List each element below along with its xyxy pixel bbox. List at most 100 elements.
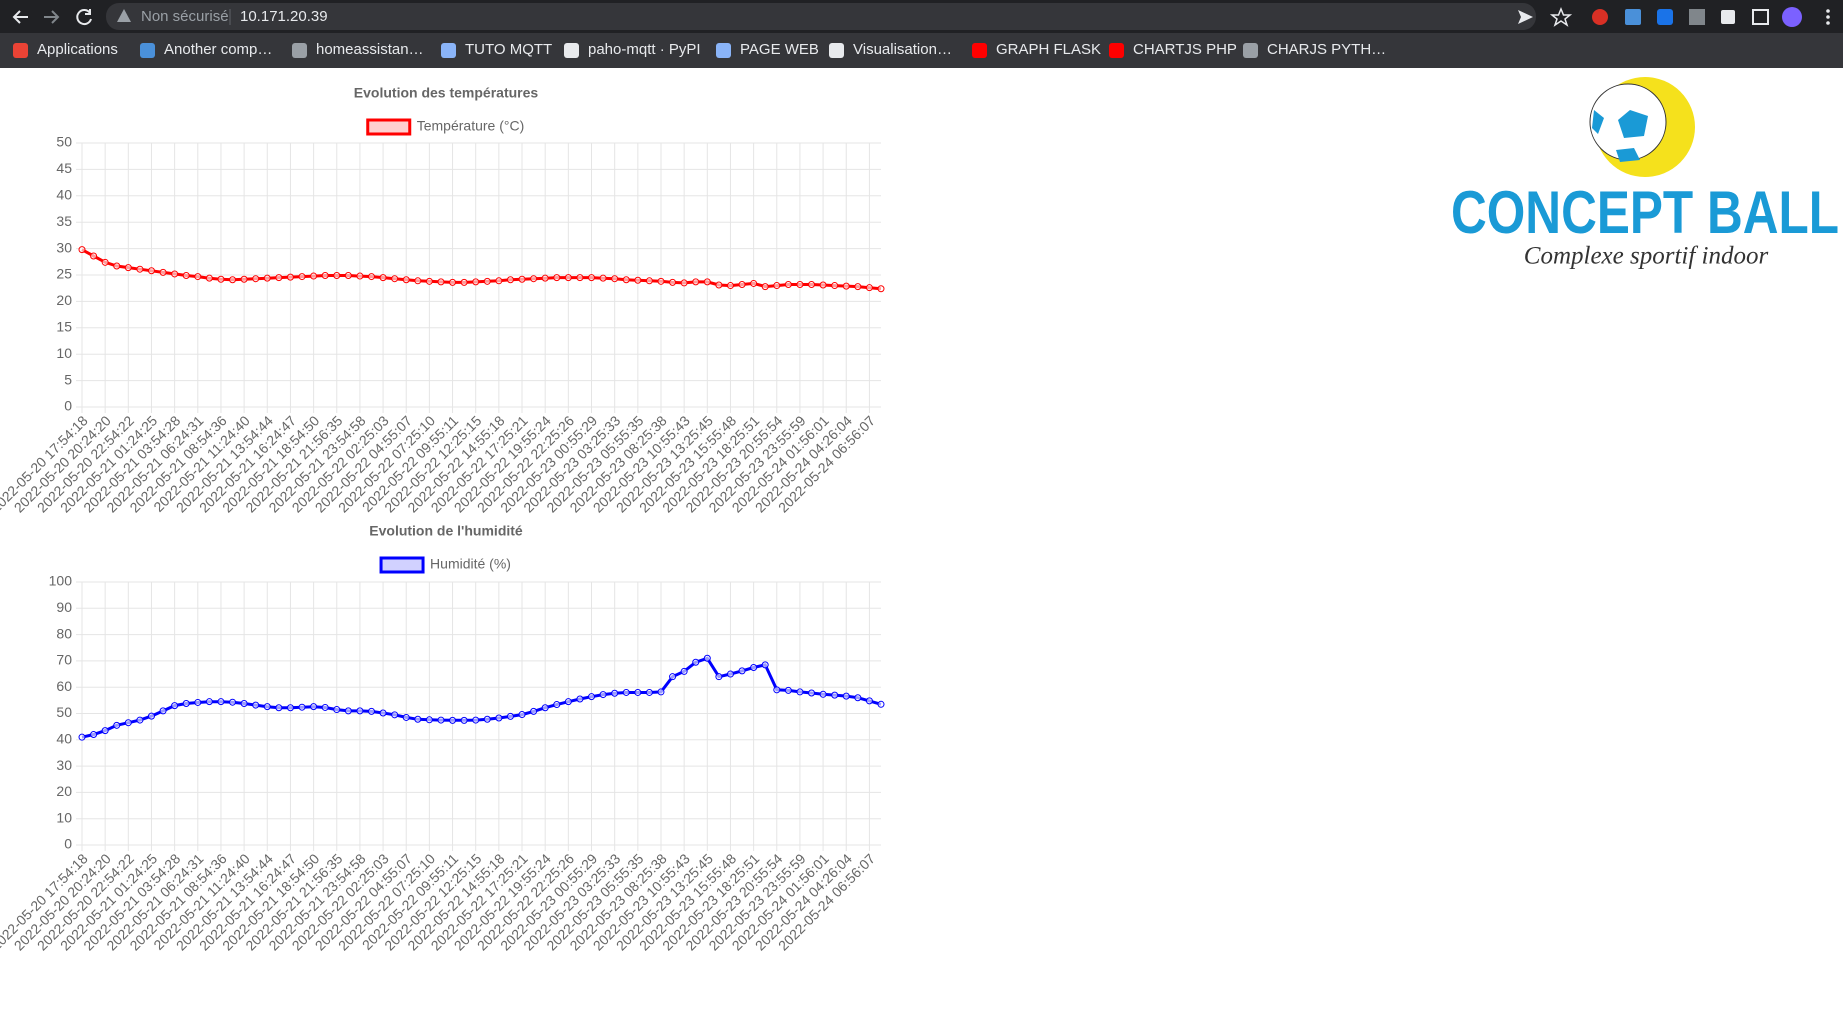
warning-icon (117, 9, 131, 22)
data-point (761, 283, 769, 291)
data-point (402, 713, 410, 721)
menu-button[interactable] (1826, 15, 1830, 19)
extension-icon[interactable] (1657, 9, 1673, 25)
data-point (796, 688, 804, 696)
legend-swatch (379, 556, 425, 574)
data-point (310, 703, 318, 711)
data-point (402, 276, 410, 284)
data-point (819, 690, 827, 698)
bookmark-icon (1243, 43, 1258, 58)
address-bar[interactable] (106, 3, 1536, 30)
bookmark[interactable]: Visualisation… (853, 41, 952, 58)
data-point (703, 654, 711, 662)
data-point (808, 689, 816, 697)
data-point (842, 282, 850, 290)
extension-icon[interactable] (1689, 9, 1705, 25)
ball-panel (1616, 148, 1640, 162)
extension-icon[interactable] (1592, 9, 1608, 25)
data-point (483, 715, 491, 723)
data-point (391, 711, 399, 719)
data-point (518, 275, 526, 283)
data-point (414, 715, 422, 723)
data-point (78, 733, 86, 741)
bookmark-icon (564, 43, 579, 58)
data-point (298, 273, 306, 281)
data-point (240, 700, 248, 708)
data-point (819, 281, 827, 289)
star-icon[interactable] (1549, 7, 1573, 27)
data-point (599, 274, 607, 282)
data-point (90, 731, 98, 739)
data-point (692, 658, 700, 666)
data-point (391, 275, 399, 283)
bookmark[interactable]: Another comp… (164, 41, 272, 58)
data-point (738, 667, 746, 675)
chart-title: Evolution des températures (354, 85, 539, 101)
data-point (344, 707, 352, 715)
data-point (784, 686, 792, 694)
ball-panel (1592, 110, 1604, 134)
bookmark-icon (13, 43, 28, 58)
bookmark-icon (829, 43, 844, 58)
data-point (159, 268, 167, 276)
data-point (715, 673, 723, 681)
y-tick-label: 35 (56, 213, 72, 229)
data-point (90, 252, 98, 260)
bookmark[interactable]: Applications (37, 41, 118, 58)
y-tick-label: 25 (56, 266, 72, 282)
data-point (229, 698, 237, 706)
data-point (773, 686, 781, 694)
data-point (750, 663, 758, 671)
bookmarks-bar (0, 33, 1843, 68)
data-point (101, 727, 109, 735)
bookmark[interactable]: CHARJS PYTH… (1267, 41, 1386, 58)
back-button[interactable] (12, 10, 28, 24)
data-point (356, 272, 364, 280)
bookmark[interactable]: paho-mqtt · PyPI (588, 41, 701, 58)
data-point (576, 695, 584, 703)
data-point (263, 703, 271, 711)
bookmark[interactable]: CHARTJS PHP (1133, 41, 1237, 58)
data-point (854, 694, 862, 702)
data-point (645, 277, 653, 285)
bookmark[interactable]: homeassistan… (316, 41, 424, 58)
y-tick-label: 0 (64, 836, 72, 852)
data-point (588, 274, 596, 282)
bookmark[interactable]: TUTO MQTT (465, 41, 552, 58)
bookmark-icon (716, 43, 731, 58)
data-point (344, 272, 352, 280)
data-point (645, 688, 653, 696)
data-point (634, 276, 642, 284)
data-point (506, 276, 514, 284)
data-point (136, 716, 144, 724)
menu-button[interactable] (1826, 21, 1830, 25)
extensions-button[interactable] (1721, 10, 1735, 24)
legend-label: Humidité (%) (430, 556, 511, 572)
send-icon[interactable] (1518, 10, 1533, 24)
y-tick-label: 10 (56, 345, 72, 361)
menu-button[interactable] (1826, 9, 1830, 13)
data-point (460, 716, 468, 724)
data-point (518, 711, 526, 719)
data-point (286, 704, 294, 712)
data-point (808, 281, 816, 289)
bookmark[interactable]: PAGE WEB (740, 41, 819, 58)
bookmark[interactable]: GRAPH FLASK (996, 41, 1101, 58)
reload-button[interactable] (76, 9, 92, 26)
profile-button[interactable] (1782, 7, 1802, 27)
y-tick-label: 40 (56, 187, 72, 203)
data-point (877, 285, 885, 293)
bookmark-icon (1109, 43, 1124, 58)
data-point (367, 273, 375, 281)
data-point (495, 277, 503, 285)
extension-icon[interactable] (1625, 9, 1641, 25)
data-point (356, 707, 364, 715)
data-point (865, 284, 873, 292)
data-point (379, 709, 387, 717)
y-tick-label: 30 (56, 757, 72, 773)
side-panel-button[interactable] (1752, 9, 1769, 25)
data-point (252, 275, 260, 283)
forward-button[interactable] (44, 10, 60, 24)
data-point (634, 688, 642, 696)
